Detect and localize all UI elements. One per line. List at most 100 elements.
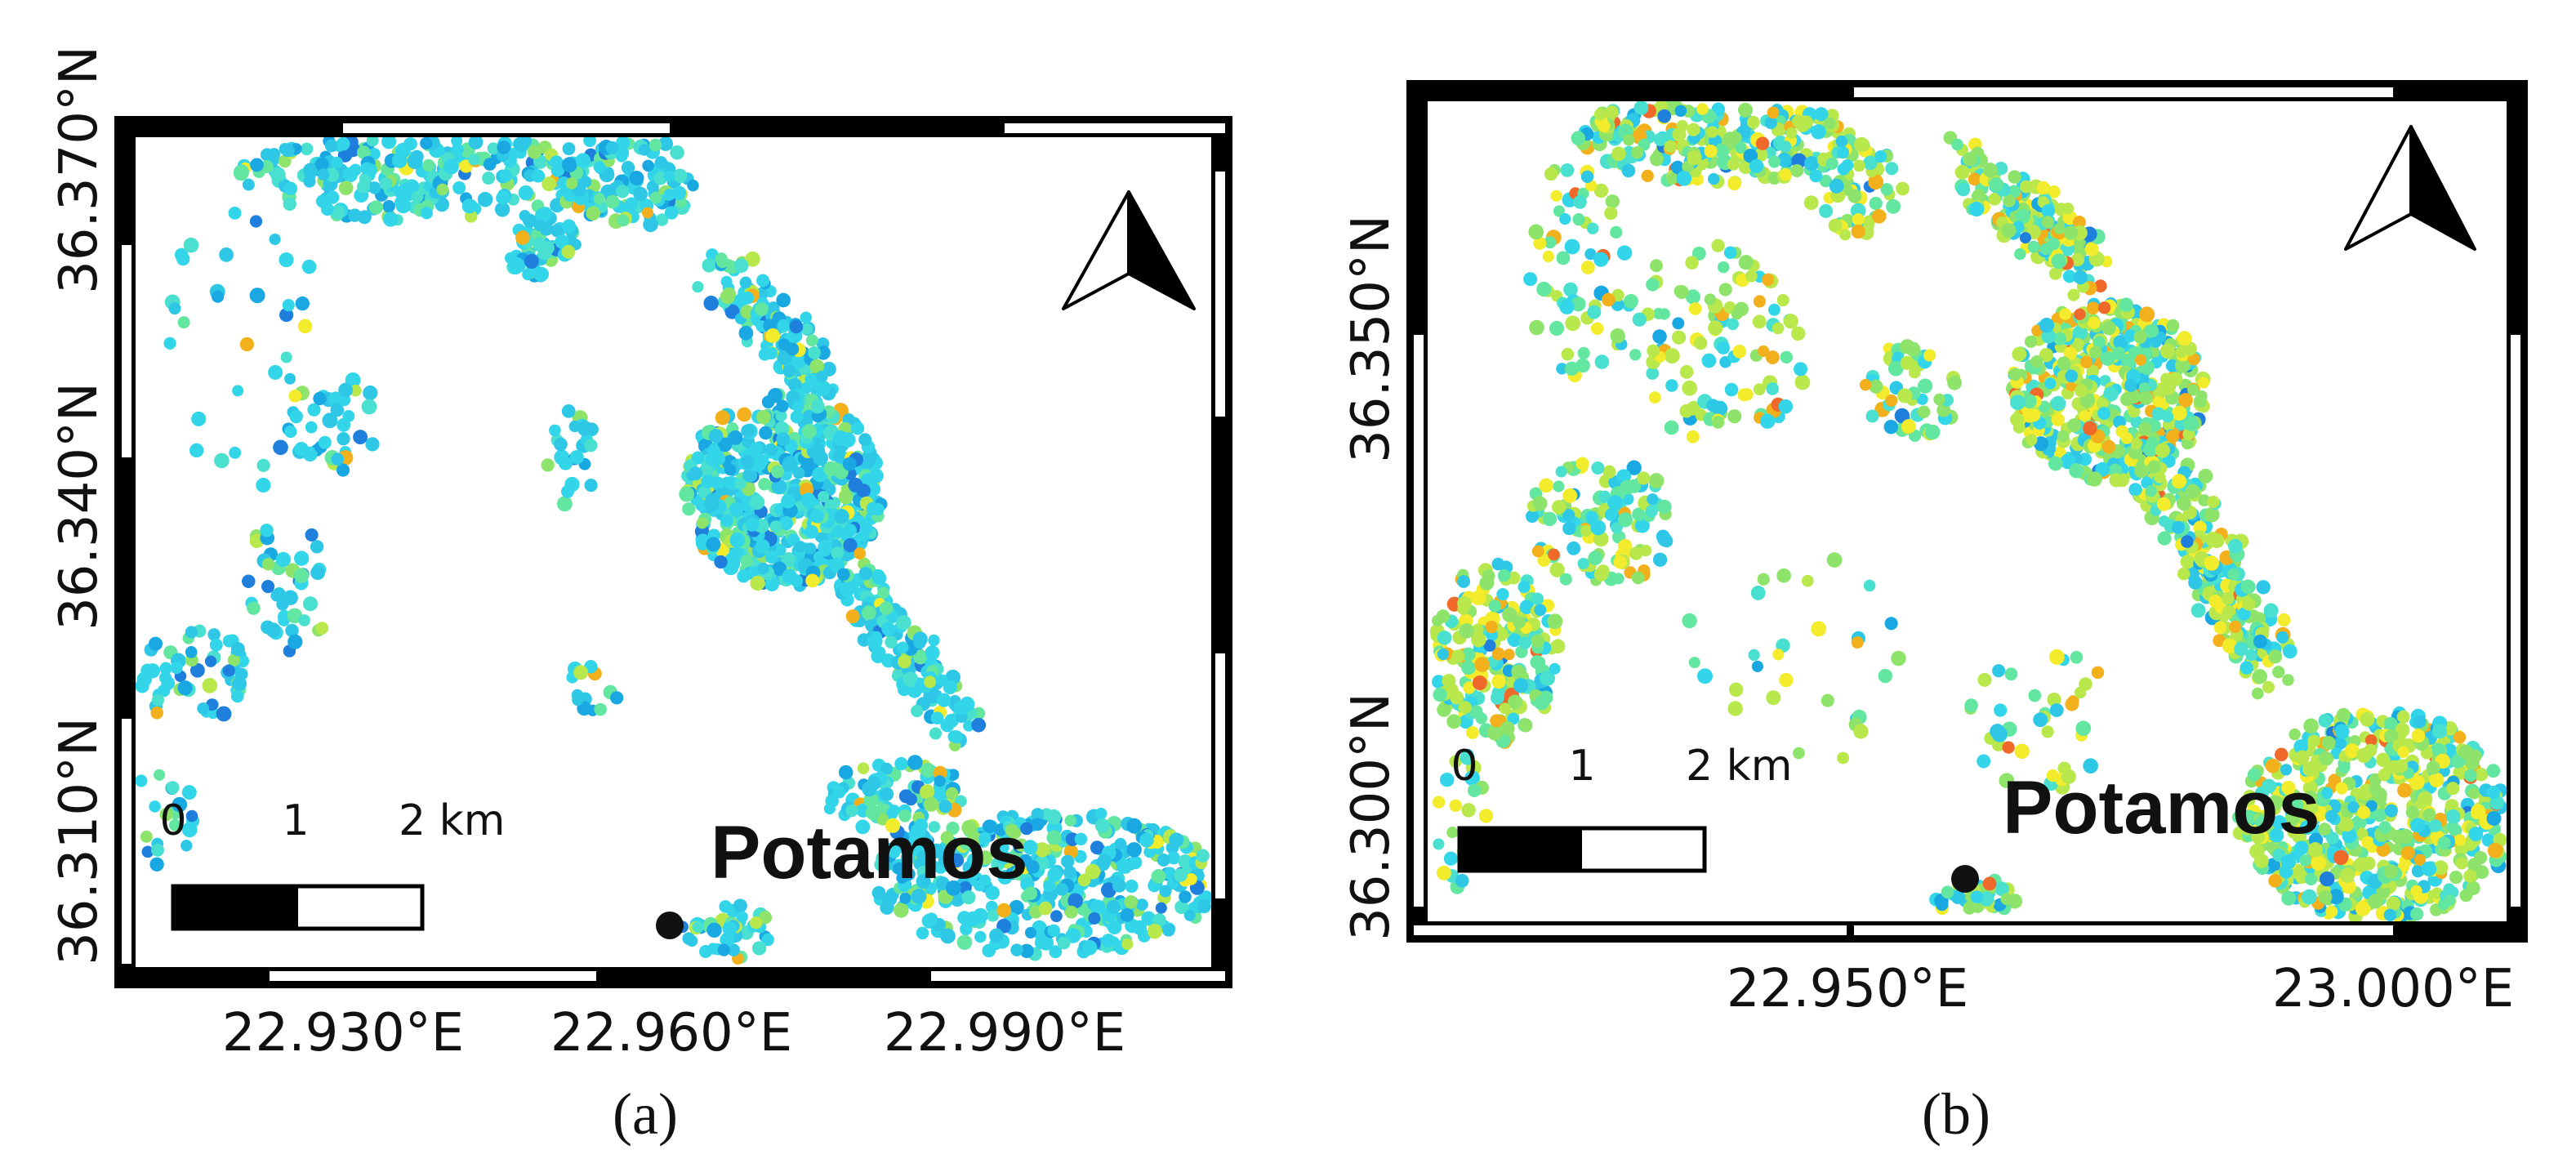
data-point [293, 568, 310, 583]
data-point [818, 490, 830, 503]
data-point [1896, 181, 1910, 196]
data-point [987, 909, 1000, 922]
data-point [2299, 820, 2315, 836]
data-point [2041, 725, 2054, 738]
data-point [1897, 388, 1913, 403]
scale-label-zero: 0 [1451, 742, 1477, 791]
data-point [533, 266, 549, 282]
data-point [764, 551, 778, 564]
data-point [1483, 640, 1496, 652]
data-point [794, 541, 807, 553]
data-point [451, 135, 463, 147]
data-point [2234, 641, 2248, 657]
data-point [1432, 675, 1446, 689]
town-marker-b [1951, 865, 1979, 893]
data-point [2159, 343, 2176, 359]
data-point [1471, 631, 1486, 648]
data-point [1577, 346, 1590, 359]
data-point [381, 134, 397, 149]
lon-tick-label: 22.960°E [550, 1003, 792, 1063]
data-point [2426, 760, 2440, 775]
lat-tick-label: 36.310°N [49, 717, 109, 965]
data-point [2047, 185, 2061, 198]
data-point [202, 678, 218, 693]
data-point [1871, 208, 1887, 224]
data-point [1605, 194, 1620, 209]
data-point [808, 345, 821, 359]
data-point [616, 136, 631, 150]
data-point [1688, 657, 1700, 669]
data-point [930, 711, 944, 725]
data-point [2097, 301, 2111, 314]
data-point [420, 207, 434, 220]
data-point [1436, 865, 1451, 880]
data-point [1197, 899, 1211, 914]
data-point [1956, 182, 1971, 197]
data-point [720, 288, 736, 305]
data-point [1718, 283, 1732, 296]
data-point [1883, 419, 1899, 435]
data-point [1717, 341, 1730, 354]
data-point [1573, 195, 1587, 209]
data-point [2373, 809, 2387, 822]
data-point [1046, 830, 1062, 845]
data-point [1640, 544, 1652, 557]
data-point [2293, 739, 2308, 754]
data-point [1761, 273, 1775, 287]
data-point [880, 787, 894, 801]
data-point [859, 452, 876, 469]
data-point [1587, 305, 1602, 319]
data-point [907, 755, 923, 770]
data-point [1045, 809, 1062, 825]
data-point [1682, 380, 1698, 396]
scatter-points-a [135, 133, 1214, 965]
data-point [2097, 407, 2110, 421]
data-point [1664, 140, 1677, 153]
data-point [1555, 466, 1567, 478]
data-point [2208, 594, 2222, 608]
data-point [1500, 720, 1515, 736]
data-point [1869, 196, 1883, 211]
data-point [357, 145, 371, 159]
data-point [2318, 822, 2332, 836]
data-point [2263, 603, 2279, 618]
data-point [749, 494, 765, 510]
data-point [874, 858, 889, 872]
data-point [289, 409, 303, 424]
data-point [775, 409, 787, 422]
data-point [1963, 152, 1977, 167]
data-point [270, 167, 286, 183]
data-point [2413, 854, 2427, 866]
data-point [2247, 768, 2262, 782]
data-point [754, 302, 769, 317]
data-point [815, 380, 831, 396]
data-point [2261, 778, 2276, 794]
data-point [633, 186, 648, 202]
data-point [947, 769, 960, 781]
data-point [310, 565, 325, 581]
scale-label-one: 1 [1568, 742, 1595, 791]
data-point [2453, 765, 2467, 780]
data-point [2177, 496, 2191, 511]
data-point [1143, 845, 1156, 858]
data-point [1752, 314, 1767, 329]
data-point [2268, 649, 2283, 664]
data-point [2444, 894, 2456, 907]
data-point [1682, 613, 1697, 629]
data-point [800, 493, 816, 508]
data-point [1905, 341, 1921, 357]
data-point [1723, 132, 1738, 147]
data-point [885, 818, 901, 833]
data-point [913, 649, 929, 665]
data-point [1580, 170, 1594, 184]
data-point [1588, 551, 1603, 566]
data-point [1126, 842, 1142, 858]
scale-bar-a: 0 1 2 km [159, 796, 505, 931]
data-point [2417, 791, 2433, 807]
data-point [519, 210, 531, 222]
data-point [2041, 328, 2057, 344]
data-point [1472, 623, 1484, 636]
data-point [2103, 386, 2119, 402]
town-label-b: Potamos [2003, 766, 2320, 849]
data-point [1529, 319, 1544, 336]
